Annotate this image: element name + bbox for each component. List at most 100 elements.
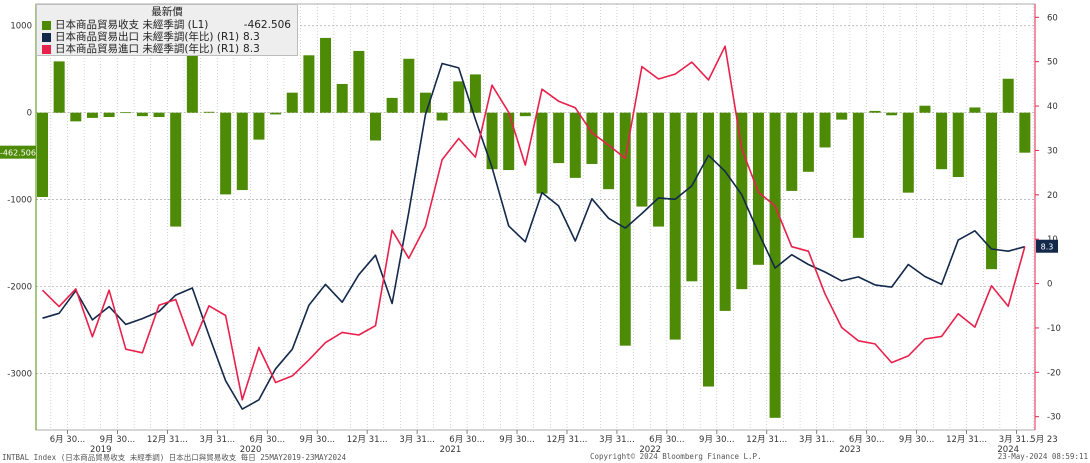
x-axis-year-label: 2024 xyxy=(997,445,1019,455)
x-axis-tick-label: 12月 31... xyxy=(746,435,787,445)
bar-trade-balance xyxy=(203,111,215,113)
right-axis-tick-label: -20 xyxy=(1047,368,1061,378)
line-exports-yoy xyxy=(42,62,1026,410)
bar-trade-balance xyxy=(236,112,248,191)
bar-trade-balance xyxy=(969,107,981,113)
legend: 最新價 日本商品貿易收支 未經季調 (L1) -462.506 日本商品貿易出口… xyxy=(36,4,298,56)
x-axis-year-label: 2020 xyxy=(240,445,262,455)
x-axis-year-label: 2021 xyxy=(440,445,462,455)
bar-trade-balance xyxy=(370,112,381,141)
legend-item-exports: 日本商品貿易出口 未經季調(年比) (R1) 8.3 xyxy=(37,31,297,43)
bar-trade-balance xyxy=(553,112,565,164)
x-axis-tick-label: 9月 30... xyxy=(100,435,136,445)
bar-trade-balance xyxy=(170,112,182,227)
x-axis-tick-label: 9月 30... xyxy=(899,435,935,445)
bar-trade-balance xyxy=(669,112,681,340)
bar-trade-balance xyxy=(436,112,448,121)
left-axis-tick-label: -3000 xyxy=(7,369,32,379)
x-axis-tick-label: 3月 31... xyxy=(200,435,236,445)
bar-trade-balance xyxy=(719,112,731,311)
bar-trade-balance xyxy=(836,112,848,120)
bar-trade-balance xyxy=(902,112,914,193)
bar-trade-balance xyxy=(336,83,348,113)
bar-trade-balance xyxy=(353,50,365,113)
legend-swatch-exports xyxy=(42,32,51,42)
bar-trade-balance xyxy=(919,105,931,113)
x-axis-tick-label: 6月 30... xyxy=(649,435,685,445)
bar-trade-balance xyxy=(469,74,481,113)
bar-trade-balance xyxy=(619,112,631,346)
footer-source: INTBAL Index (日本商品貿易收支 未經季調) 日本出口與貿易收支 每… xyxy=(2,453,347,462)
bar-trade-balance xyxy=(536,112,548,194)
bar-trade-balance xyxy=(636,112,648,207)
left-axis-tick-label: 0 xyxy=(27,109,32,119)
legend-swatch-balance xyxy=(42,20,51,30)
x-axis-tick-label: 3月 31... xyxy=(399,435,435,445)
bar-trade-balance xyxy=(53,61,65,113)
bar-trade-balance xyxy=(703,112,714,387)
right-axis-tick-label: 30 xyxy=(1047,146,1058,156)
x-axis-tick-label: 6月 30... xyxy=(50,435,86,445)
left-value-badge-text: -462.506 xyxy=(0,149,36,158)
right-axis-tick-label: 40 xyxy=(1047,102,1058,112)
bar-trade-balance xyxy=(986,112,998,270)
bar-trade-balance xyxy=(486,112,498,170)
bar-trade-balance xyxy=(653,112,665,227)
bar-trade-balance xyxy=(869,110,881,113)
x-axis-tick-label: 12月 31... xyxy=(347,435,388,445)
bar-trade-balance xyxy=(419,92,431,113)
plot-area xyxy=(35,3,1036,431)
bar-trade-balance xyxy=(819,112,831,148)
left-axis-tick-label: 1000 xyxy=(10,22,32,32)
bar-trade-balance xyxy=(186,17,198,113)
bar-trade-balance xyxy=(70,112,82,122)
x-axis-tick-label: 6月 30... xyxy=(449,435,485,445)
right-axis-tick-label: -10 xyxy=(1047,324,1061,334)
right-axis-tick-label: -30 xyxy=(1047,413,1061,423)
bar-trade-balance xyxy=(120,112,132,114)
x-axis-tick-label: 12月 31... xyxy=(946,435,987,445)
bar-trade-balance xyxy=(453,81,465,113)
x-axis-end-label: 5月 23 xyxy=(1030,435,1057,445)
right-value-badge xyxy=(1036,239,1058,253)
bar-trade-balance xyxy=(270,112,282,115)
bar-trade-balance xyxy=(752,112,764,265)
bar-trade-balance xyxy=(736,112,748,290)
x-axis-tick-label: 12月 31... xyxy=(546,435,587,445)
x-axis-tick-label: 12月 31... xyxy=(147,435,188,445)
footer-timestamp: 23-May-2024 08:59:11 xyxy=(997,452,1088,461)
bar-trade-balance xyxy=(286,92,298,113)
bar-trade-balance xyxy=(569,112,581,178)
x-axis-tick-label: 9月 30... xyxy=(499,435,535,445)
x-axis-tick-label: 9月 30... xyxy=(299,435,335,445)
bar-trade-balance xyxy=(136,112,148,117)
legend-value-exports: 8.3 xyxy=(243,31,260,43)
legend-label-imports: 日本商品貿易進口 未經季調(年比) (R1) xyxy=(55,43,240,55)
bar-trade-balance xyxy=(303,55,315,113)
bar-trade-balance xyxy=(220,112,232,195)
bar-trade-balance xyxy=(519,112,531,117)
right-axis-tick-label: 0 xyxy=(1047,280,1052,290)
left-axis-tick-label: -2000 xyxy=(7,283,32,293)
footer-copyright: Copyright© 2024 Bloomberg Finance L.P. xyxy=(590,452,762,461)
bar-trade-balance xyxy=(153,112,165,118)
bar-trade-balance xyxy=(686,112,698,282)
left-value-badge xyxy=(0,145,36,159)
legend-value-balance: -462.506 xyxy=(243,19,291,31)
bar-trade-balance xyxy=(103,112,115,118)
bar-trade-balance xyxy=(1019,112,1031,153)
bar-trade-balance xyxy=(37,112,48,198)
right-axis-tick-label: 20 xyxy=(1047,191,1058,201)
bar-trade-balance xyxy=(952,112,964,178)
x-axis-tick-label: 6月 30... xyxy=(250,435,286,445)
bar-trade-balance xyxy=(786,112,798,191)
legend-label-balance: 日本商品貿易收支 未經季調 (L1) xyxy=(55,19,209,31)
x-axis-tick-label: 9月 30... xyxy=(699,435,735,445)
right-value-badge-text: 8.3 xyxy=(1041,243,1054,252)
bar-trade-balance xyxy=(386,97,398,113)
x-axis-tick-label: 3月 31... xyxy=(799,435,835,445)
bar-trade-balance xyxy=(802,112,814,172)
bar-trade-balance xyxy=(86,112,98,118)
bar-trade-balance xyxy=(503,112,515,171)
bar-trade-balance xyxy=(603,112,615,190)
